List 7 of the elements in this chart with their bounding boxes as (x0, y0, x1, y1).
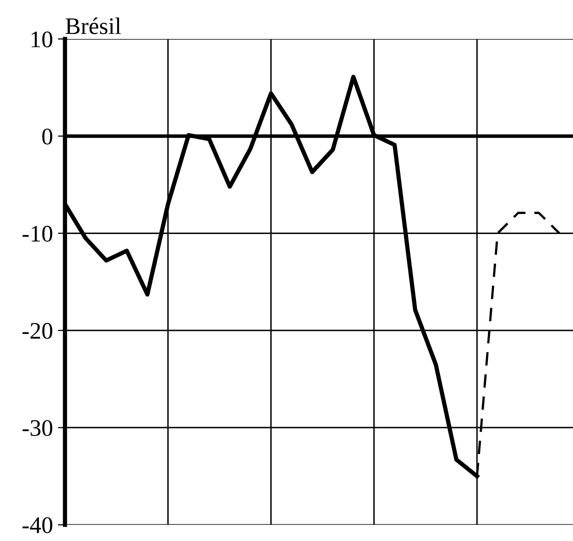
y-tick-label: -20 (22, 322, 52, 339)
y-tick-label: -10 (22, 226, 52, 242)
y-tick-label: 10 (32, 31, 52, 48)
y-tick-label: 0 (42, 128, 52, 145)
chart-title: Brésil (66, 18, 121, 34)
y-tick-label: -30 (22, 420, 52, 436)
y-tick-label: -40 (22, 517, 52, 534)
